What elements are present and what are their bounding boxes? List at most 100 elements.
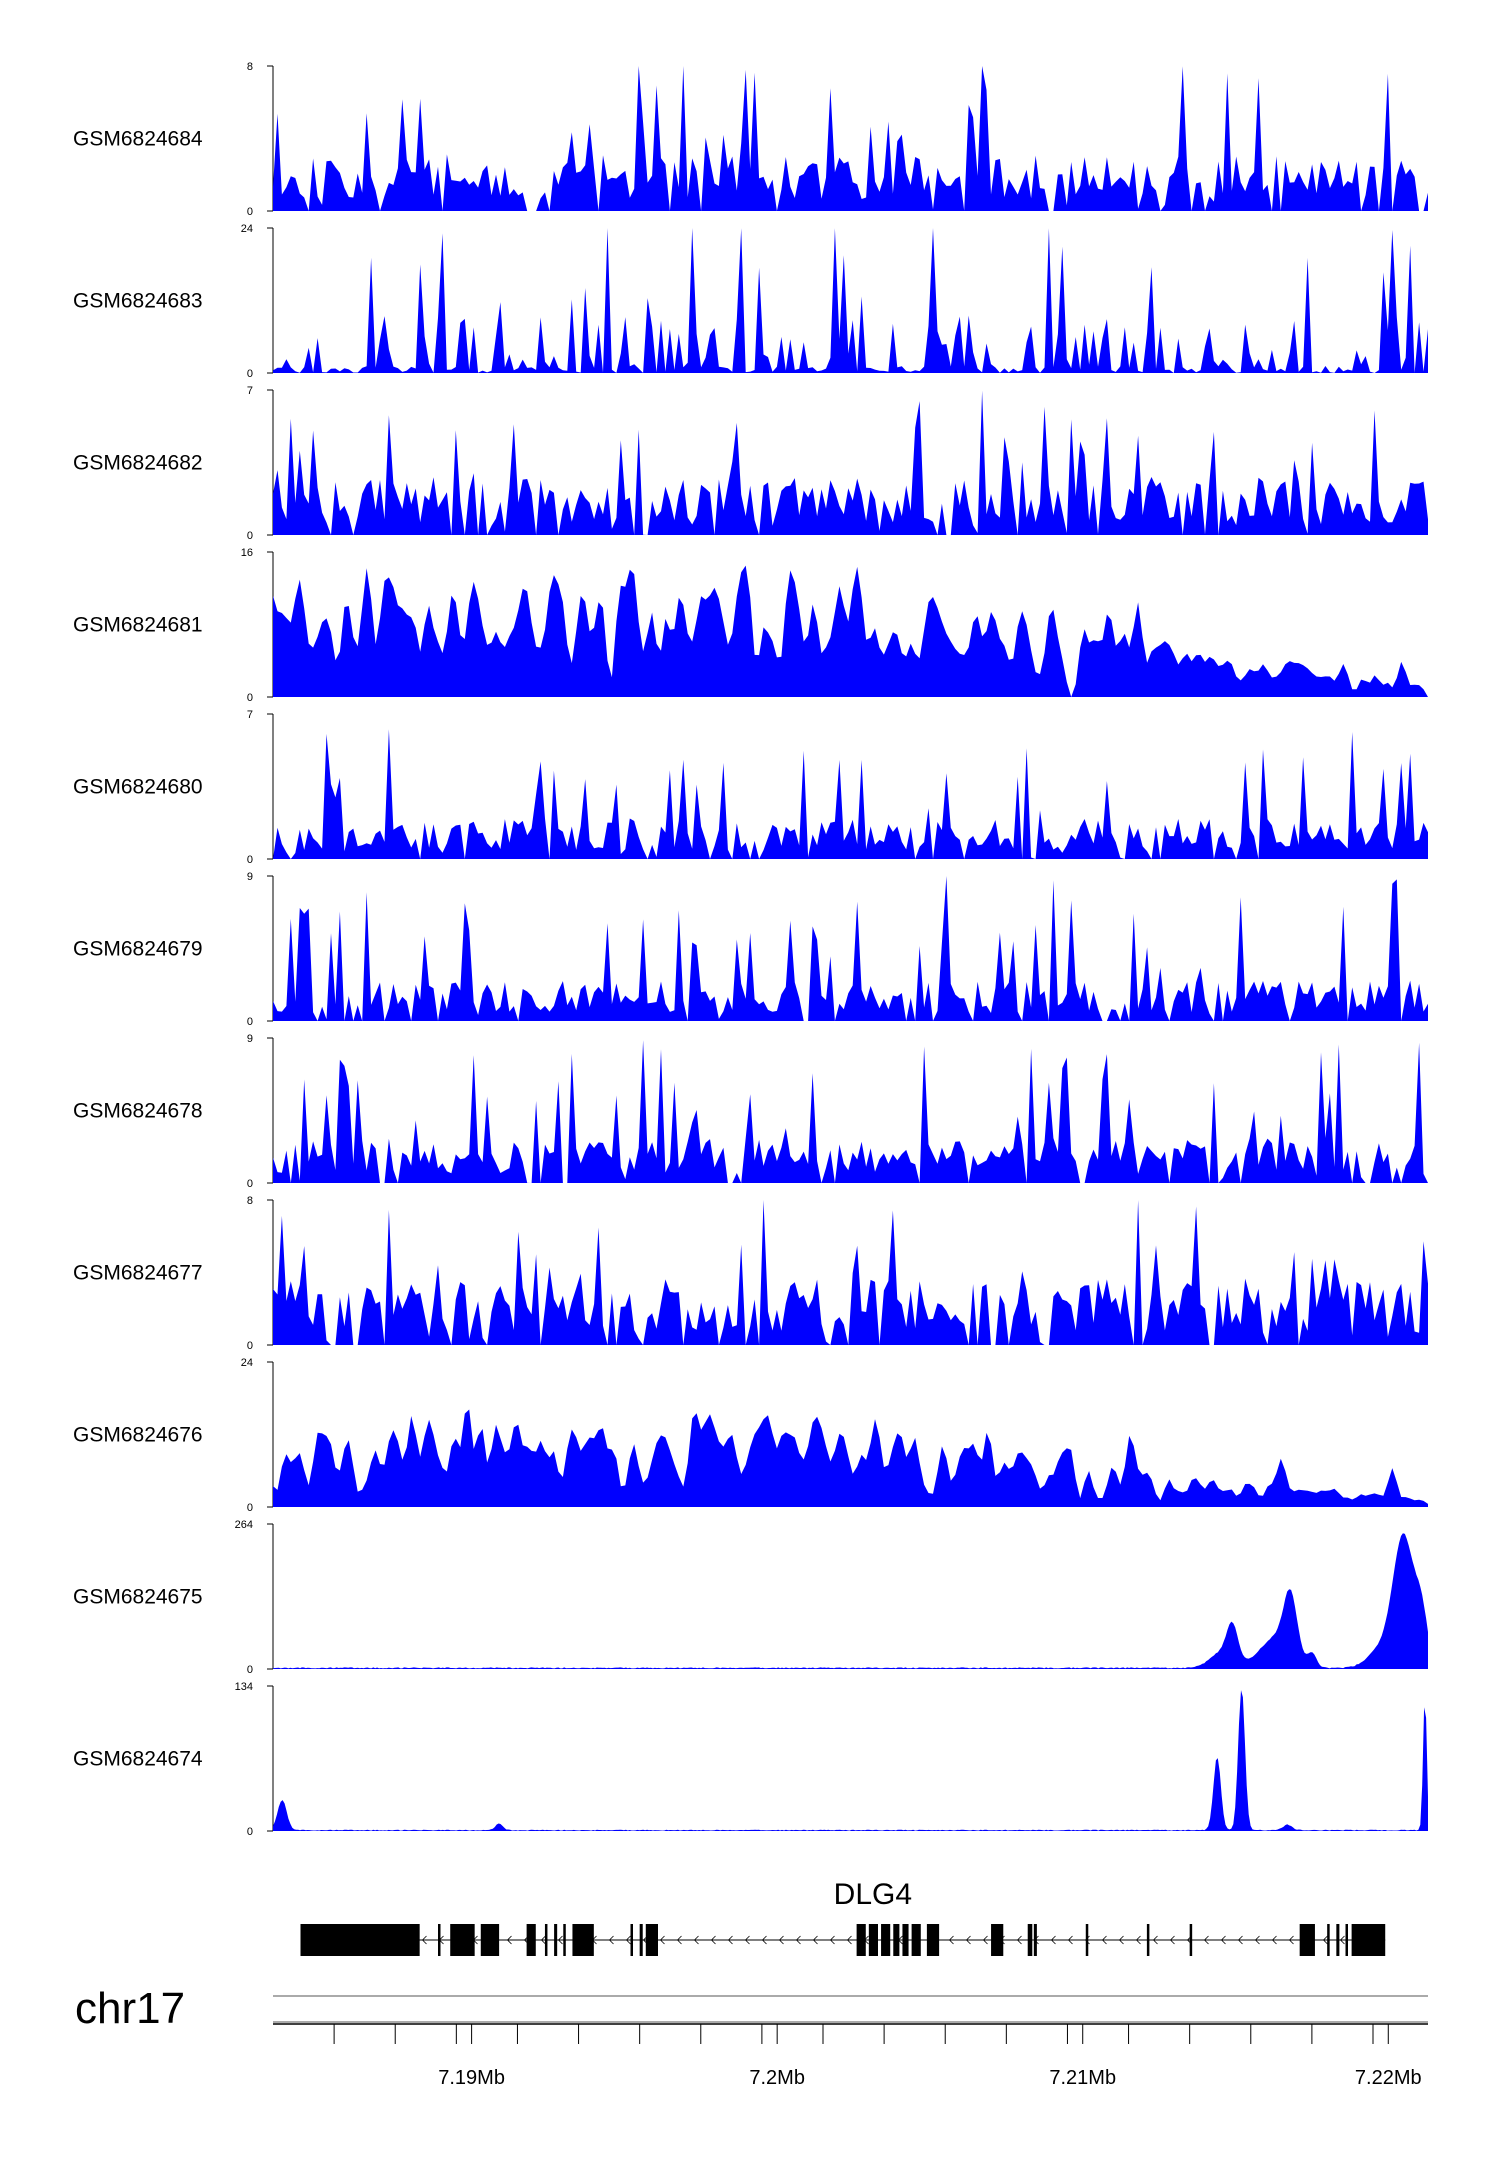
chromosome-label: chr17 xyxy=(75,1984,185,2033)
gene-track: DLG4 xyxy=(300,1878,1386,1956)
strand-arrow xyxy=(778,1935,784,1945)
strand-arrow xyxy=(948,1935,954,1945)
exon xyxy=(1146,1924,1150,1956)
x-tick-label: 7.22Mb xyxy=(1355,2067,1422,2089)
y-min-label: 0 xyxy=(247,1340,253,1352)
y-max-label: 24 xyxy=(241,223,253,235)
y-max-label: 264 xyxy=(235,1519,253,1531)
exon xyxy=(868,1924,878,1956)
exon xyxy=(1351,1924,1386,1956)
signal-tracks: GSM682468480GSM6824683240GSM682468270GSM… xyxy=(73,61,1428,1838)
strand-arrow xyxy=(1220,1935,1226,1945)
strand-arrow xyxy=(1152,1935,1158,1945)
chromosome-ideogram: chr17 xyxy=(75,1984,1428,2033)
signal-area-GSM6824675 xyxy=(273,1533,1428,1669)
strand-arrow xyxy=(1339,1935,1345,1945)
strand-arrow xyxy=(1135,1935,1141,1945)
track-label: GSM6824682 xyxy=(73,452,203,475)
track-GSM6824674: GSM6824674 134 0 xyxy=(73,1681,1428,1838)
exon xyxy=(438,1924,441,1956)
strand-arrow xyxy=(625,1935,631,1945)
strand-arrow xyxy=(1118,1935,1124,1945)
strand-arrow xyxy=(710,1935,716,1945)
strand-arrow xyxy=(1322,1935,1328,1945)
track-label: GSM6824680 xyxy=(73,776,203,799)
track-label: GSM6824675 xyxy=(73,1586,203,1609)
x-tick-label: 7.19Mb xyxy=(438,2067,505,2089)
y-max-label: 7 xyxy=(247,385,253,397)
exon xyxy=(856,1924,866,1956)
strand-arrow xyxy=(982,1935,988,1945)
track-GSM6824675: GSM6824675 264 0 xyxy=(73,1519,1428,1676)
strand-arrow xyxy=(540,1935,546,1945)
y-max-label: 8 xyxy=(247,1195,253,1207)
track-GSM6824676: GSM6824676 24 0 xyxy=(73,1357,1428,1514)
x-axis: 7.19Mb 7.2Mb 7.21Mb 7.22Mb xyxy=(273,2023,1428,2089)
strand-arrow xyxy=(1254,1935,1260,1945)
track-GSM6824680: GSM6824680 7 0 xyxy=(73,709,1428,866)
exon xyxy=(480,1924,500,1956)
signal-area-GSM6824682 xyxy=(273,390,1428,535)
y-max-label: 8 xyxy=(247,61,253,73)
exon xyxy=(630,1924,633,1956)
strand-arrow xyxy=(608,1935,614,1945)
signal-area-GSM6824683 xyxy=(273,228,1428,373)
signal-area-GSM6824674 xyxy=(273,1690,1428,1831)
track-GSM6824681: GSM6824681 16 0 xyxy=(73,547,1428,704)
signal-area-GSM6824680 xyxy=(273,729,1428,859)
strand-arrow xyxy=(744,1935,750,1945)
signal-area-GSM6824678 xyxy=(273,1040,1428,1183)
y-max-label: 9 xyxy=(247,1033,253,1045)
gene-label: DLG4 xyxy=(834,1878,912,1911)
exon xyxy=(991,1924,1004,1956)
track-GSM6824678: GSM6824678 9 0 xyxy=(73,1033,1428,1190)
exon xyxy=(1345,1924,1348,1956)
strand-arrow xyxy=(965,1935,971,1945)
strand-arrow xyxy=(676,1935,682,1945)
strand-arrow xyxy=(846,1935,852,1945)
track-label: GSM6824683 xyxy=(73,290,203,313)
y-max-label: 134 xyxy=(235,1681,253,1693)
y-min-label: 0 xyxy=(247,368,253,380)
y-min-label: 0 xyxy=(247,1178,253,1190)
strand-arrow xyxy=(795,1935,801,1945)
track-label: GSM6824681 xyxy=(73,614,203,637)
track-GSM6824677: GSM6824677 8 0 xyxy=(73,1195,1428,1352)
exon xyxy=(1327,1924,1330,1956)
exon xyxy=(645,1924,658,1956)
track-label: GSM6824678 xyxy=(73,1100,203,1123)
strand-arrow xyxy=(829,1935,835,1945)
track-label: GSM6824677 xyxy=(73,1262,203,1285)
signal-area-GSM6824684 xyxy=(273,66,1428,211)
strand-arrow xyxy=(727,1935,733,1945)
x-tick-label: 7.2Mb xyxy=(749,2067,805,2089)
y-min-label: 0 xyxy=(247,1016,253,1028)
y-min-label: 0 xyxy=(247,1826,253,1838)
strand-arrow xyxy=(1271,1935,1277,1945)
strand-arrow xyxy=(1203,1935,1209,1945)
strand-arrow xyxy=(1067,1935,1073,1945)
strand-arrow xyxy=(659,1935,665,1945)
signal-area-GSM6824676 xyxy=(273,1409,1428,1507)
track-GSM6824684: GSM6824684 8 0 xyxy=(73,61,1428,218)
exon xyxy=(1299,1924,1315,1956)
y-min-label: 0 xyxy=(247,854,253,866)
strand-arrow xyxy=(1101,1935,1107,1945)
strand-arrow xyxy=(1016,1935,1022,1945)
track-GSM6824682: GSM6824682 7 0 xyxy=(73,385,1428,542)
track-GSM6824683: GSM6824683 24 0 xyxy=(73,223,1428,380)
exon xyxy=(1027,1924,1033,1956)
strand-arrow xyxy=(421,1935,427,1945)
y-min-label: 0 xyxy=(247,1664,253,1676)
exon xyxy=(526,1924,536,1956)
y-min-label: 0 xyxy=(247,206,253,218)
exon xyxy=(926,1924,940,1956)
exon xyxy=(1033,1924,1037,1956)
exon xyxy=(1336,1924,1340,1956)
track-label: GSM6824684 xyxy=(73,128,203,151)
y-max-label: 9 xyxy=(247,871,253,883)
signal-area-GSM6824677 xyxy=(273,1200,1428,1345)
exon xyxy=(1189,1924,1193,1956)
track-label: GSM6824679 xyxy=(73,938,203,961)
exon xyxy=(563,1924,566,1956)
